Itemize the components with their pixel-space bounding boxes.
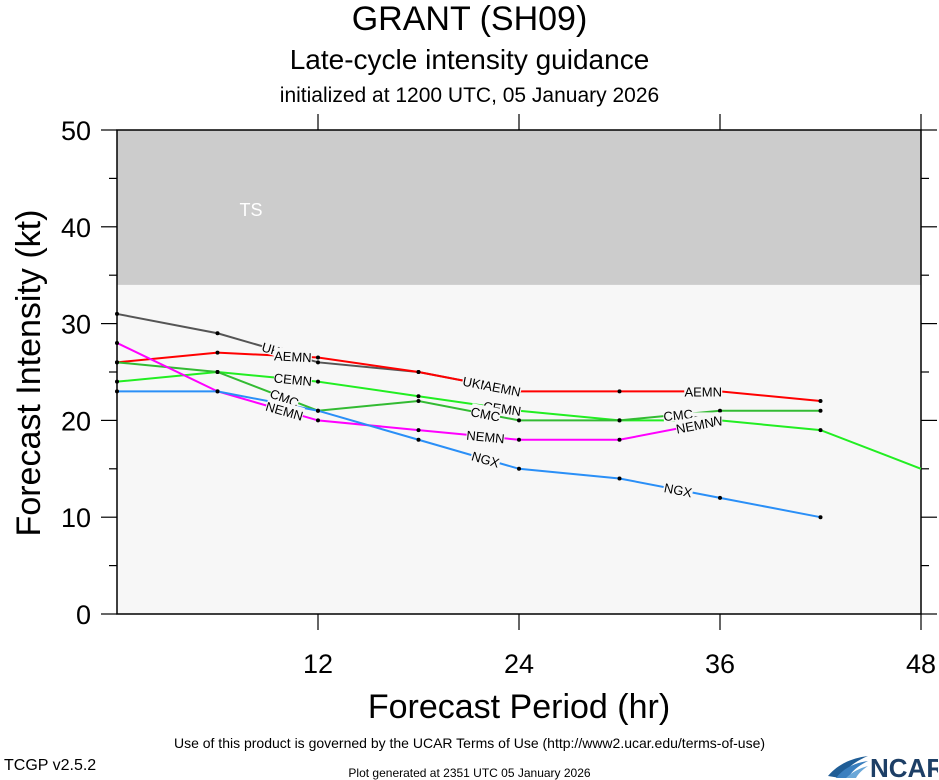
series-point bbox=[316, 360, 320, 365]
series-point bbox=[617, 476, 622, 481]
series-point bbox=[517, 418, 521, 423]
x-axis-label: Forecast Period (hr) bbox=[368, 688, 670, 726]
y-tick-label: 0 bbox=[76, 600, 91, 630]
series-point bbox=[115, 340, 119, 345]
label-backdrop bbox=[469, 403, 502, 423]
series-point bbox=[215, 370, 220, 374]
series-point bbox=[316, 355, 320, 360]
series-point bbox=[617, 437, 622, 442]
y-tick-label: 10 bbox=[61, 503, 91, 533]
series-label-aemn: AEMN bbox=[684, 383, 723, 399]
series-point bbox=[115, 379, 119, 384]
series-point bbox=[818, 515, 823, 520]
initialized-time: initialized at 1200 UTC, 05 January 2026 bbox=[279, 84, 660, 107]
label-text: NEMN bbox=[675, 415, 715, 437]
series-label-nemn: NEMN bbox=[466, 426, 506, 447]
series-point bbox=[818, 428, 823, 433]
label-backdrop bbox=[273, 369, 313, 388]
label-backdrop bbox=[684, 383, 723, 398]
series-point bbox=[215, 350, 220, 355]
label-backdrop bbox=[264, 397, 305, 422]
series-point bbox=[416, 370, 421, 374]
label-text: CEMN bbox=[273, 370, 313, 389]
series-point bbox=[316, 408, 320, 413]
band-ts bbox=[117, 130, 921, 285]
series-point bbox=[215, 389, 220, 394]
y-tick-label: 30 bbox=[61, 310, 91, 340]
label-backdrop bbox=[674, 413, 715, 435]
series-point bbox=[517, 437, 521, 442]
label-backdrop bbox=[268, 385, 302, 409]
series-point bbox=[517, 466, 521, 471]
label-backdrop bbox=[466, 426, 506, 445]
series-label-cemn: CEMN bbox=[273, 369, 313, 389]
label-backdrop bbox=[273, 347, 313, 364]
terms-of-use-notice: Use of this product is governed by the U… bbox=[173, 735, 766, 751]
x-tick-label: 36 bbox=[705, 649, 735, 679]
series-point bbox=[818, 399, 823, 404]
series-point bbox=[115, 389, 119, 394]
series-point bbox=[617, 418, 622, 423]
series-point bbox=[416, 428, 421, 433]
intensity-bands: TS bbox=[117, 130, 921, 285]
series-label-aemn: AEMN bbox=[482, 376, 523, 400]
label-text: CMC bbox=[469, 404, 501, 424]
label-backdrop bbox=[662, 405, 694, 423]
ncar-logo-swoosh-icon bbox=[828, 756, 868, 778]
series-line-ngx bbox=[117, 390, 821, 519]
x-tick-label: 12 bbox=[303, 649, 333, 679]
series-point bbox=[215, 331, 220, 336]
y-axis-label: Forecast Intensity (kt) bbox=[10, 210, 48, 537]
series-point bbox=[617, 389, 622, 394]
series-point bbox=[316, 379, 320, 384]
series-point bbox=[416, 399, 421, 404]
series-point bbox=[416, 437, 421, 442]
label-text: NGX bbox=[663, 480, 694, 500]
storm-title: GRANT (SH09) bbox=[351, 0, 588, 38]
axes: 0 10 20 30 40 50 12 24 36 48 bbox=[61, 114, 937, 679]
ncar-logo: NCAR bbox=[828, 753, 938, 780]
series-point bbox=[718, 408, 722, 413]
series-label-cmc: CMC bbox=[469, 403, 502, 425]
y-tick-label: 20 bbox=[61, 406, 91, 436]
x-tick-label: 48 bbox=[906, 649, 936, 679]
series-point bbox=[416, 394, 421, 399]
series-point bbox=[316, 418, 320, 423]
band-label: TS bbox=[239, 200, 262, 220]
chart-subtitle: Late-cycle intensity guidance bbox=[289, 44, 650, 75]
series-label-aemn: AEMN bbox=[273, 347, 313, 365]
y-tick-label: 50 bbox=[61, 116, 91, 146]
series-labels: UKMUKMAEMNAEMNAEMNCEMNCEMNCEMNCMCCMCCMCN… bbox=[260, 338, 723, 500]
version-label: TCGP v2.5.2 bbox=[4, 757, 97, 774]
y-tick-label: 40 bbox=[61, 213, 91, 243]
label-backdrop bbox=[469, 447, 502, 469]
series-label-nemn: NEMN bbox=[674, 413, 715, 437]
series-label-ngx: NGX bbox=[662, 479, 695, 500]
label-text: AEMN bbox=[274, 348, 312, 365]
label-text: NEMN bbox=[466, 428, 506, 447]
series-point bbox=[818, 408, 823, 413]
label-text: AEMN bbox=[482, 378, 522, 400]
generated-timestamp: Plot generated at 2351 UTC 05 January 20… bbox=[348, 766, 591, 780]
series-point bbox=[115, 360, 119, 365]
label-text: AEMN bbox=[684, 384, 722, 399]
ncar-logo-text: NCAR bbox=[870, 753, 938, 780]
label-backdrop bbox=[482, 376, 523, 398]
series-line-cmc bbox=[116, 361, 821, 422]
label-backdrop bbox=[662, 479, 695, 499]
series-point bbox=[718, 495, 722, 500]
x-tick-label: 24 bbox=[504, 649, 534, 679]
series-point bbox=[115, 311, 119, 316]
